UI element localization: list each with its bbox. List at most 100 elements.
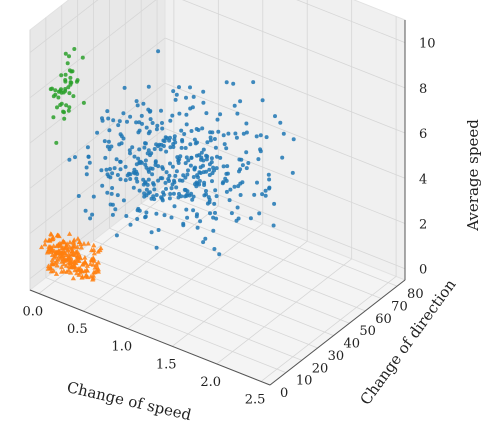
data-point-series-0 xyxy=(241,131,246,136)
data-point-series-0 xyxy=(187,193,192,198)
gridline-z xyxy=(164,82,406,179)
data-point-series-0 xyxy=(143,181,147,185)
data-point-series-2 xyxy=(95,259,101,265)
data-point-series-2 xyxy=(62,244,69,250)
data-point-series-0 xyxy=(173,173,178,178)
data-point-series-1 xyxy=(51,115,56,120)
data-point-series-0 xyxy=(105,172,110,177)
z-tick-label: 2 xyxy=(419,217,427,232)
data-point-series-0 xyxy=(156,144,160,149)
data-point-series-0 xyxy=(158,147,163,152)
y-tick-label: 60 xyxy=(375,312,392,327)
y-tick-label: 20 xyxy=(312,361,329,376)
data-point-series-0 xyxy=(235,205,240,210)
data-point-series-0 xyxy=(197,182,202,187)
data-point-series-0 xyxy=(238,99,243,104)
data-point-series-0 xyxy=(128,222,133,227)
data-point-series-0 xyxy=(73,155,77,160)
data-point-series-0 xyxy=(117,119,122,124)
data-point-series-0 xyxy=(116,123,121,128)
data-point-series-0 xyxy=(148,166,153,171)
data-point-series-2 xyxy=(70,238,77,244)
data-point-series-0 xyxy=(234,218,239,223)
data-point-series-1 xyxy=(69,80,74,85)
data-point-series-0 xyxy=(215,154,219,159)
data-point-series-2 xyxy=(70,275,76,281)
data-point-series-0 xyxy=(178,154,183,159)
data-point-series-2 xyxy=(73,249,79,254)
data-point-series-0 xyxy=(100,183,105,188)
data-point-series-0 xyxy=(207,162,212,167)
data-point-series-2 xyxy=(64,241,70,246)
data-point-series-2 xyxy=(65,267,72,273)
data-point-series-0 xyxy=(143,162,148,167)
data-point-series-0 xyxy=(87,160,92,165)
data-point-series-0 xyxy=(191,194,196,199)
data-point-series-1 xyxy=(66,85,71,90)
data-point-series-0 xyxy=(195,225,200,230)
data-point-series-0 xyxy=(133,171,137,176)
data-point-series-0 xyxy=(206,195,211,200)
z-tick-label: 4 xyxy=(419,172,427,187)
data-point-series-0 xyxy=(198,219,203,224)
data-point-series-2 xyxy=(67,239,73,245)
data-point-series-0 xyxy=(263,193,268,198)
data-point-series-0 xyxy=(227,198,232,203)
data-point-series-0 xyxy=(118,159,123,164)
data-point-series-0 xyxy=(218,112,223,117)
data-point-series-2 xyxy=(78,244,84,250)
data-point-series-0 xyxy=(214,216,219,221)
data-point-series-0 xyxy=(267,185,272,190)
data-point-series-0 xyxy=(142,191,147,196)
data-point-series-0 xyxy=(182,187,187,192)
gridline-z xyxy=(29,0,99,53)
data-point-series-0 xyxy=(254,134,259,139)
data-point-series-2 xyxy=(66,263,72,269)
data-point-series-0 xyxy=(239,157,244,162)
data-point-series-1 xyxy=(53,88,58,93)
data-point-series-0 xyxy=(235,111,240,116)
data-point-series-0 xyxy=(164,149,169,154)
data-point-series-1 xyxy=(62,116,67,121)
data-point-series-0 xyxy=(108,175,113,180)
y-tick-label: 40 xyxy=(344,337,361,352)
data-point-series-0 xyxy=(208,211,212,216)
data-point-series-2 xyxy=(75,254,81,260)
data-point-series-2 xyxy=(85,240,91,246)
data-point-series-0 xyxy=(155,123,160,128)
data-point-series-0 xyxy=(146,148,151,153)
data-point-series-0 xyxy=(174,169,179,174)
data-point-series-0 xyxy=(152,147,157,151)
data-point-series-1 xyxy=(59,73,64,78)
gridline-y xyxy=(156,190,398,287)
data-point-series-0 xyxy=(128,172,133,177)
data-point-series-0 xyxy=(123,178,128,183)
data-point-series-2 xyxy=(80,261,86,267)
gridline-y xyxy=(77,252,318,349)
data-point-series-0 xyxy=(252,192,257,197)
data-point-series-0 xyxy=(186,158,191,163)
data-point-series-0 xyxy=(168,192,173,196)
gridline-z xyxy=(164,37,406,134)
data-point-series-0 xyxy=(137,147,142,152)
data-point-series-0 xyxy=(212,137,217,141)
data-point-series-2 xyxy=(49,247,56,253)
data-point-series-0 xyxy=(213,188,218,193)
data-point-series-0 xyxy=(167,173,172,178)
data-point-series-0 xyxy=(184,122,189,127)
data-point-series-0 xyxy=(134,176,139,181)
data-point-series-0 xyxy=(266,172,271,177)
data-point-series-0 xyxy=(141,101,146,106)
data-point-series-0 xyxy=(177,85,181,90)
data-point-series-0 xyxy=(215,117,220,122)
gridline-x xyxy=(38,188,175,294)
data-point-series-0 xyxy=(169,215,174,220)
data-point-series-0 xyxy=(148,117,153,122)
data-point-series-2 xyxy=(68,250,74,256)
data-point-series-0 xyxy=(154,245,159,250)
gridline-y xyxy=(45,277,287,374)
data-point-series-0 xyxy=(125,119,129,124)
data-point-series-0 xyxy=(134,99,139,104)
data-point-series-0 xyxy=(103,155,108,160)
data-point-series-0 xyxy=(180,138,185,142)
